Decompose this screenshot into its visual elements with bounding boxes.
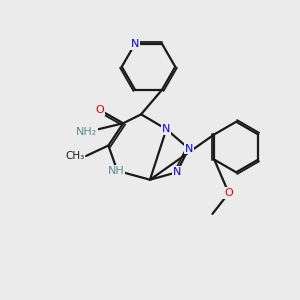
Text: N: N (184, 143, 193, 154)
Text: NH₂: NH₂ (76, 127, 97, 137)
Text: N: N (162, 124, 170, 134)
Text: N: N (172, 167, 181, 177)
Text: CH₃: CH₃ (65, 151, 85, 161)
Text: N: N (131, 39, 139, 49)
Text: NH: NH (107, 166, 124, 176)
Text: O: O (224, 188, 233, 198)
Text: O: O (95, 105, 104, 115)
